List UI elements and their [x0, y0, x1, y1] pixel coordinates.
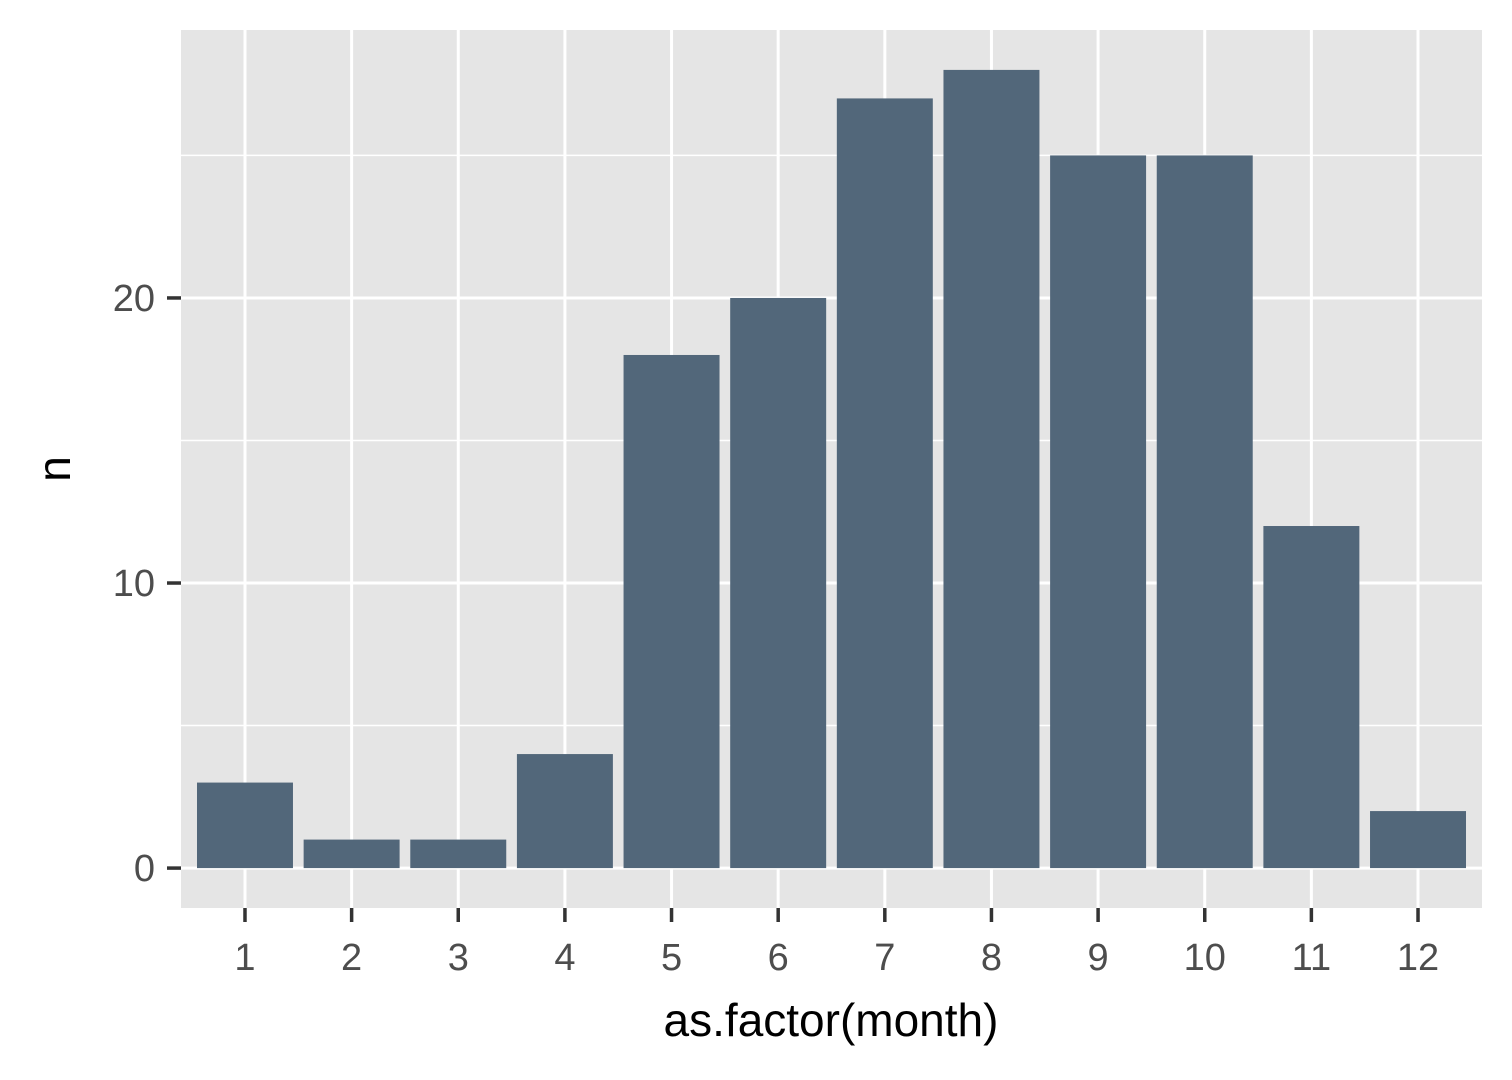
x-tick-label: 12 [1397, 937, 1439, 979]
x-tick-label: 5 [661, 937, 682, 979]
x-tick-label: 10 [1184, 937, 1226, 979]
y-axis-title: n [28, 456, 80, 482]
bar [836, 98, 933, 869]
bar [1156, 155, 1253, 869]
x-tick-label: 2 [341, 937, 362, 979]
y-tick-label: 20 [113, 278, 155, 320]
bar [623, 354, 720, 869]
bar [196, 782, 293, 869]
bar [410, 839, 507, 869]
bar [730, 297, 827, 869]
y-tick-label: 10 [113, 563, 155, 605]
x-tick-label: 7 [874, 937, 895, 979]
bars [196, 69, 1467, 869]
bar [516, 754, 613, 869]
x-axis-title: as.factor(month) [664, 994, 999, 1046]
y-axis: 0 10 20 [113, 278, 181, 890]
x-tick-label: 11 [1292, 937, 1331, 979]
x-tick-label: 6 [768, 937, 789, 979]
bar [303, 839, 400, 869]
bar [1050, 155, 1147, 869]
y-tick-label: 0 [134, 848, 155, 890]
x-tick-label: 8 [981, 937, 1002, 979]
x-tick-label: 1 [234, 937, 255, 979]
bar [1370, 811, 1467, 869]
x-tick-label: 9 [1088, 937, 1109, 979]
x-tick-label: 4 [554, 937, 575, 979]
x-tick-label: 3 [448, 937, 469, 979]
bar [943, 69, 1040, 869]
bar [1263, 526, 1360, 869]
x-axis: 1 2 3 4 5 6 7 8 9 10 11 12 [234, 908, 1439, 979]
